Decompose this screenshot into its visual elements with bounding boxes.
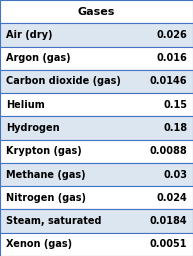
- Bar: [0, 23, 193, 47]
- Text: Argon (gas): Argon (gas): [6, 53, 70, 63]
- Text: 0.03: 0.03: [163, 169, 187, 179]
- Text: Hydrogen: Hydrogen: [6, 123, 59, 133]
- Text: 0.016: 0.016: [157, 53, 187, 63]
- Text: 0.15: 0.15: [163, 100, 187, 110]
- Bar: [0, 93, 193, 116]
- Text: 0.0088: 0.0088: [149, 146, 187, 156]
- Bar: [0, 233, 193, 256]
- Text: 0.0051: 0.0051: [150, 239, 187, 249]
- Bar: [0, 209, 193, 233]
- Bar: [0, 163, 193, 186]
- Text: Air (dry): Air (dry): [6, 30, 52, 40]
- Text: 0.0146: 0.0146: [150, 77, 187, 87]
- Text: 0.024: 0.024: [157, 193, 187, 203]
- Bar: [0, 47, 193, 70]
- Bar: [0, 140, 193, 163]
- Text: Krypton (gas): Krypton (gas): [6, 146, 81, 156]
- Bar: [0, 116, 193, 140]
- Text: Xenon (gas): Xenon (gas): [6, 239, 72, 249]
- Bar: [0, 0, 193, 23]
- Text: Methane (gas): Methane (gas): [6, 169, 85, 179]
- Bar: [0, 186, 193, 209]
- Text: 0.18: 0.18: [163, 123, 187, 133]
- Bar: [0, 70, 193, 93]
- Text: Helium: Helium: [6, 100, 45, 110]
- Text: Steam, saturated: Steam, saturated: [6, 216, 101, 226]
- Text: Gases: Gases: [78, 7, 115, 17]
- Text: 0.026: 0.026: [157, 30, 187, 40]
- Text: 0.0184: 0.0184: [150, 216, 187, 226]
- Text: Carbon dioxide (gas): Carbon dioxide (gas): [6, 77, 121, 87]
- Text: Nitrogen (gas): Nitrogen (gas): [6, 193, 86, 203]
